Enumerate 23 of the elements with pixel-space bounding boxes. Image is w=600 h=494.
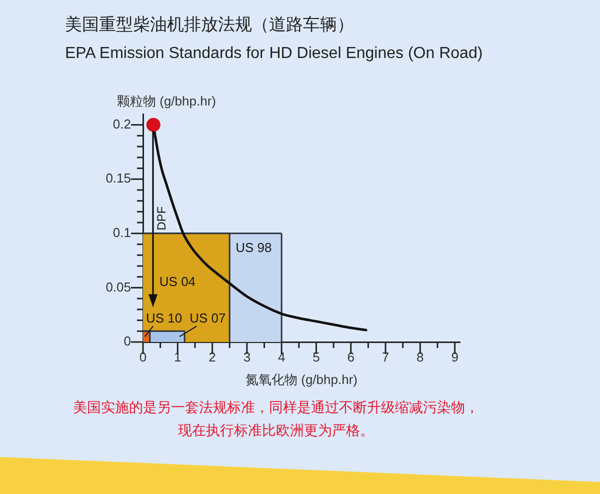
series-label: US 07 — [190, 310, 226, 326]
y-tick-label: 0.05 — [106, 279, 131, 294]
x-tick-label: 2 — [208, 349, 216, 364]
y-tick-label: 0.15 — [106, 170, 131, 186]
x-tick-label: 6 — [347, 349, 354, 364]
x-tick-label: 5 — [312, 349, 320, 364]
x-axis-title: 氮氧化物 (g/bhp.hr) — [246, 372, 358, 387]
y-tick-label: 0.1 — [112, 225, 131, 240]
x-tick-label: 3 — [243, 349, 251, 364]
y-tick-label: 0.2 — [112, 116, 131, 132]
annotation: DPF — [154, 206, 169, 230]
x-tick-label: 9 — [451, 349, 458, 364]
x-tick-label: 0 — [139, 349, 147, 364]
x-tick-label: 4 — [278, 349, 286, 364]
text: 美国实施的是另一套法规标准，同样是通过不断升级缩减污染物，现在执行标准比欧洲更为严格。 — [72, 399, 480, 441]
x-tick-label: 8 — [416, 349, 424, 364]
series-label: US 04 — [159, 274, 196, 289]
y-tick-label: 0 — [124, 334, 131, 349]
series-label: US 98 — [236, 240, 272, 256]
chart-title: 美国重型柴油机排放法规（道路车辆） — [65, 14, 354, 37]
chart-subtitle: EPA Emission Standards for HD Diesel Engines (On Road) — [65, 44, 483, 64]
y-axis-title: 颗粒物 (g/bhp.hr) — [117, 94, 216, 109]
series-label: US 10 — [146, 310, 182, 326]
